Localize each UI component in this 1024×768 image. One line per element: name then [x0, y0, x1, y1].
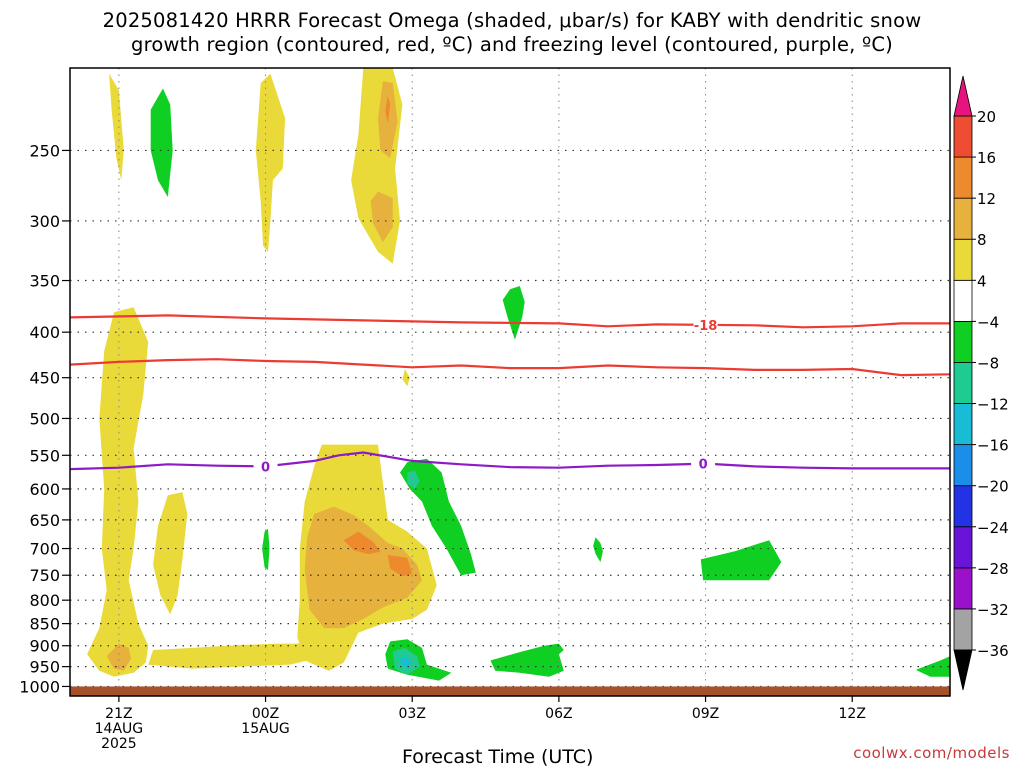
- omega-region: [400, 657, 413, 668]
- omega-region: [87, 307, 149, 677]
- temperature-contours: -18 0 0: [70, 314, 950, 475]
- omega-region: [387, 555, 413, 577]
- omega-region: [109, 73, 124, 181]
- grid-lines: [70, 68, 950, 696]
- omega-region: [351, 68, 403, 264]
- colorbar-over-triangle: [953, 75, 973, 117]
- isotherm-line: [70, 358, 950, 377]
- omega-region: [700, 540, 782, 581]
- colorbar-label: 8: [977, 231, 987, 249]
- omega-region: [593, 537, 603, 563]
- omega-region: [444, 525, 454, 549]
- isotherm-line: [70, 314, 950, 329]
- omega-region: [106, 643, 132, 671]
- colorbar-label: −24: [977, 519, 1009, 537]
- isotherm-label: -18: [694, 319, 718, 334]
- isotherm-label: 0: [699, 458, 708, 473]
- y-tick-label: 950: [29, 658, 60, 677]
- omega-region: [490, 643, 564, 677]
- y-tick-label: 700: [29, 540, 60, 559]
- x-tick-label: 15AUG: [241, 721, 290, 737]
- omega-region: [400, 458, 476, 576]
- colorbar-segment: [953, 320, 973, 363]
- chart-title-line2: growth region (contoured, red, ºC) and f…: [131, 33, 893, 56]
- colorbar-segment: [953, 567, 973, 610]
- colorbar-label: 4: [977, 272, 987, 290]
- y-tick-label: 600: [29, 480, 60, 499]
- chart-title-line1: 2025081420 HRRR Forecast Omega (shaded, …: [102, 9, 922, 32]
- colorbar-label: −4: [977, 313, 999, 331]
- surface-bar-group: [70, 686, 950, 696]
- x-tick-label: 2025: [101, 736, 137, 752]
- colorbar-label: −20: [977, 478, 1009, 496]
- colorbar-label: −28: [977, 560, 1009, 578]
- watermark: coolwx.com/models: [853, 744, 1010, 762]
- colorbar-segment: [953, 362, 973, 404]
- axis-tick-labels: 250 300 350 400 450 500 550 600 650 700 750 800 850 9…: [19, 141, 866, 752]
- surface-bar: [70, 686, 950, 696]
- colorbar-segment: [953, 444, 973, 487]
- y-tick-label: 300: [29, 212, 60, 231]
- x-tick-label: 14AUG: [95, 721, 144, 737]
- colorbar-label: 20: [977, 108, 996, 126]
- isotherm-label-bg: [691, 456, 716, 471]
- colorbar-segment: [953, 485, 973, 528]
- colorbar-under-triangle: [953, 649, 973, 691]
- omega-region: [150, 88, 173, 197]
- colorbar-segment: [953, 238, 973, 281]
- y-tick-label: 400: [29, 323, 60, 342]
- x-tick-label: 21Z: [105, 706, 132, 722]
- colorbar-segment: [953, 403, 973, 446]
- x-tick-label: 09Z: [692, 706, 719, 722]
- omega-region: [407, 470, 420, 489]
- y-tick-label: 850: [29, 615, 60, 634]
- colorbar-segment: [953, 279, 973, 322]
- y-tick-label: 750: [29, 566, 60, 585]
- x-tick-label: 06Z: [545, 706, 572, 722]
- y-tick-label: 900: [29, 637, 60, 656]
- y-tick-label: 450: [29, 369, 60, 388]
- colorbar-label: −36: [977, 642, 1009, 660]
- colorbar-label: −12: [977, 396, 1009, 414]
- omega-shaded-regions: [87, 68, 950, 681]
- omega-region: [385, 95, 391, 124]
- y-tick-label: 350: [29, 272, 60, 291]
- y-tick-label: 500: [29, 409, 60, 428]
- x-tick-label: 00Z: [252, 706, 279, 722]
- colorbar-label: −16: [977, 437, 1009, 455]
- colorbar-segment: [953, 115, 973, 158]
- colorbar: 20 16 12 8 4 −4 −8 −12 −16 −20 −24 −28 −32 −36: [953, 75, 1009, 691]
- colorbar-label: 16: [977, 149, 996, 167]
- isotherm-label: 0: [261, 460, 270, 475]
- isotherm-label-bg: [253, 459, 278, 474]
- y-tick-label: 250: [29, 141, 60, 160]
- isotherm-line: [70, 451, 950, 471]
- omega-region: [502, 286, 525, 340]
- y-tick-label: 650: [29, 511, 60, 530]
- plot-frame: [69, 67, 951, 697]
- colorbar-segment: [953, 608, 973, 651]
- omega-region: [370, 191, 393, 243]
- omega-region: [153, 492, 188, 615]
- omega-region: [402, 369, 410, 387]
- colorbar-segment: [953, 197, 973, 240]
- omega-region: [255, 73, 286, 252]
- x-axis-label: Forecast Time (UTC): [402, 746, 594, 768]
- colorbar-segment: [953, 156, 973, 199]
- colorbar-label: −8: [977, 354, 999, 372]
- y-tick-label: 1000: [19, 677, 60, 696]
- omega-region: [304, 506, 422, 629]
- colorbar-label: −32: [977, 601, 1009, 619]
- y-tick-label: 800: [29, 591, 60, 610]
- y-tick-label: 550: [29, 446, 60, 465]
- omega-region: [148, 643, 334, 669]
- x-tick-label: 12Z: [839, 706, 866, 722]
- isotherm-label-bg: [693, 317, 718, 332]
- x-tick-label: 03Z: [399, 706, 426, 722]
- colorbar-label: 12: [977, 190, 996, 208]
- colorbar-segment: [953, 526, 973, 569]
